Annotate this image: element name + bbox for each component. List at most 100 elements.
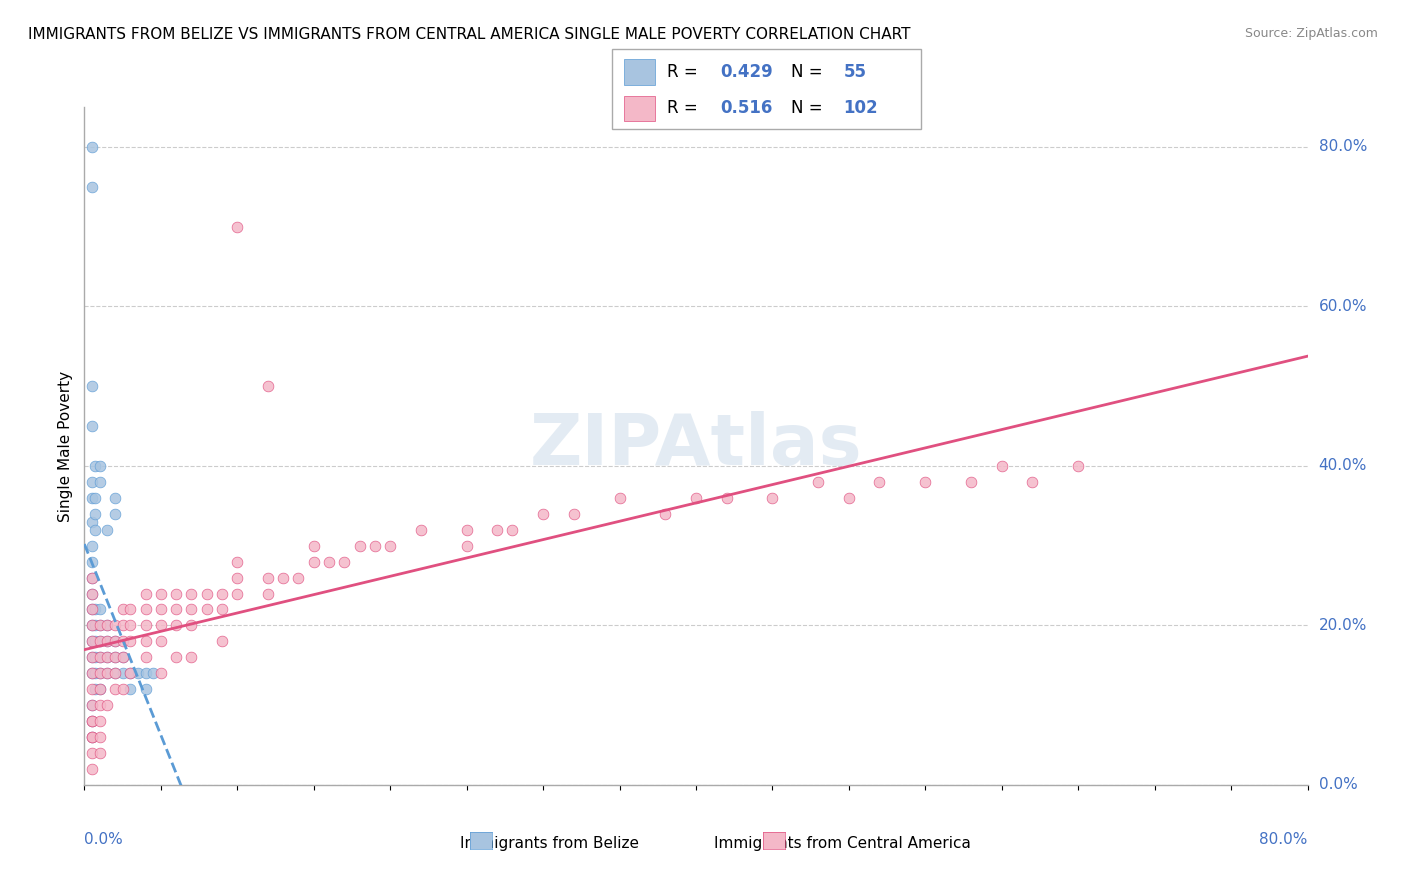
Point [96,650,118,665]
Point [914,475,936,489]
Point [80,730,103,744]
Point [111,634,134,648]
Text: Source: ZipAtlas.com: Source: ZipAtlas.com [1244,27,1378,40]
Text: 20.0%: 20.0% [1319,618,1367,633]
Point [80,555,103,569]
Point [180,602,202,616]
Point [1021,475,1043,489]
Text: R =: R = [668,100,703,118]
Point [89,475,111,489]
Point [195,586,218,600]
Point [84,491,107,505]
Point [104,507,127,521]
Point [84,666,107,681]
Text: 80.0%: 80.0% [1260,832,1308,847]
Point [349,539,371,553]
Point [80,682,103,697]
Point [302,555,325,569]
Point [80,179,103,194]
Point [257,379,280,393]
Point [104,666,127,681]
Point [89,458,111,473]
Point [96,634,118,648]
Text: 0.0%: 0.0% [1319,778,1357,792]
Point [104,491,127,505]
Text: 40.0%: 40.0% [1319,458,1367,474]
Point [80,515,103,529]
Point [685,491,707,505]
Point [89,634,111,648]
Point [257,586,280,600]
Point [84,634,107,648]
Point [257,571,280,585]
Point [226,219,249,234]
Point [104,650,127,665]
Point [96,650,118,665]
Point [165,586,187,600]
Text: Immigrants from Belize: Immigrants from Belize [460,836,638,851]
Point [89,746,111,760]
Point [80,698,103,713]
Point [80,714,103,728]
Point [654,507,676,521]
Text: 80.0%: 80.0% [1319,139,1367,154]
Point [211,602,233,616]
Point [96,523,118,537]
Point [165,618,187,632]
Point [149,634,172,648]
Point [135,650,157,665]
Point [89,730,111,744]
Point [135,666,157,681]
Point [89,682,111,697]
Point [104,666,127,681]
Point [84,507,107,521]
FancyBboxPatch shape [624,95,655,121]
Point [165,602,187,616]
Point [96,698,118,713]
Point [226,586,249,600]
Point [84,523,107,537]
Point [96,666,118,681]
Point [80,634,103,648]
Point [135,634,157,648]
Text: N =: N = [792,63,828,81]
Point [380,539,402,553]
Point [211,586,233,600]
Point [80,666,103,681]
Point [562,507,585,521]
Point [180,618,202,632]
Text: 102: 102 [844,100,879,118]
Point [364,539,387,553]
Point [149,618,172,632]
Point [127,666,149,681]
Text: R =: R = [668,63,703,81]
Point [84,458,107,473]
Point [142,666,165,681]
Point [302,539,325,553]
Point [89,618,111,632]
Point [89,650,111,665]
Point [80,586,103,600]
Text: ZIPAtlas: ZIPAtlas [530,411,862,481]
Point [80,762,103,776]
Text: IMMIGRANTS FROM BELIZE VS IMMIGRANTS FROM CENTRAL AMERICA SINGLE MALE POVERTY CO: IMMIGRANTS FROM BELIZE VS IMMIGRANTS FRO… [28,27,911,42]
Point [456,523,478,537]
Point [502,523,524,537]
Point [80,666,103,681]
Point [111,666,134,681]
Point [716,491,738,505]
Point [120,666,142,681]
Point [120,634,142,648]
Point [80,730,103,744]
Point [80,714,103,728]
Point [333,555,356,569]
Point [761,491,783,505]
Point [135,602,157,616]
Point [89,682,111,697]
Point [89,666,111,681]
Point [135,682,157,697]
Point [135,618,157,632]
Point [104,650,127,665]
Text: 60.0%: 60.0% [1319,299,1367,314]
Point [120,682,142,697]
